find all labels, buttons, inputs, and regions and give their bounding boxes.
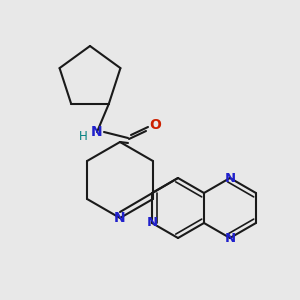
Text: N: N: [224, 172, 236, 184]
Text: N: N: [224, 232, 236, 244]
Text: N: N: [114, 211, 126, 225]
Text: N: N: [91, 125, 103, 139]
Text: O: O: [149, 118, 161, 132]
Text: H: H: [79, 130, 87, 143]
Text: N: N: [146, 217, 158, 230]
